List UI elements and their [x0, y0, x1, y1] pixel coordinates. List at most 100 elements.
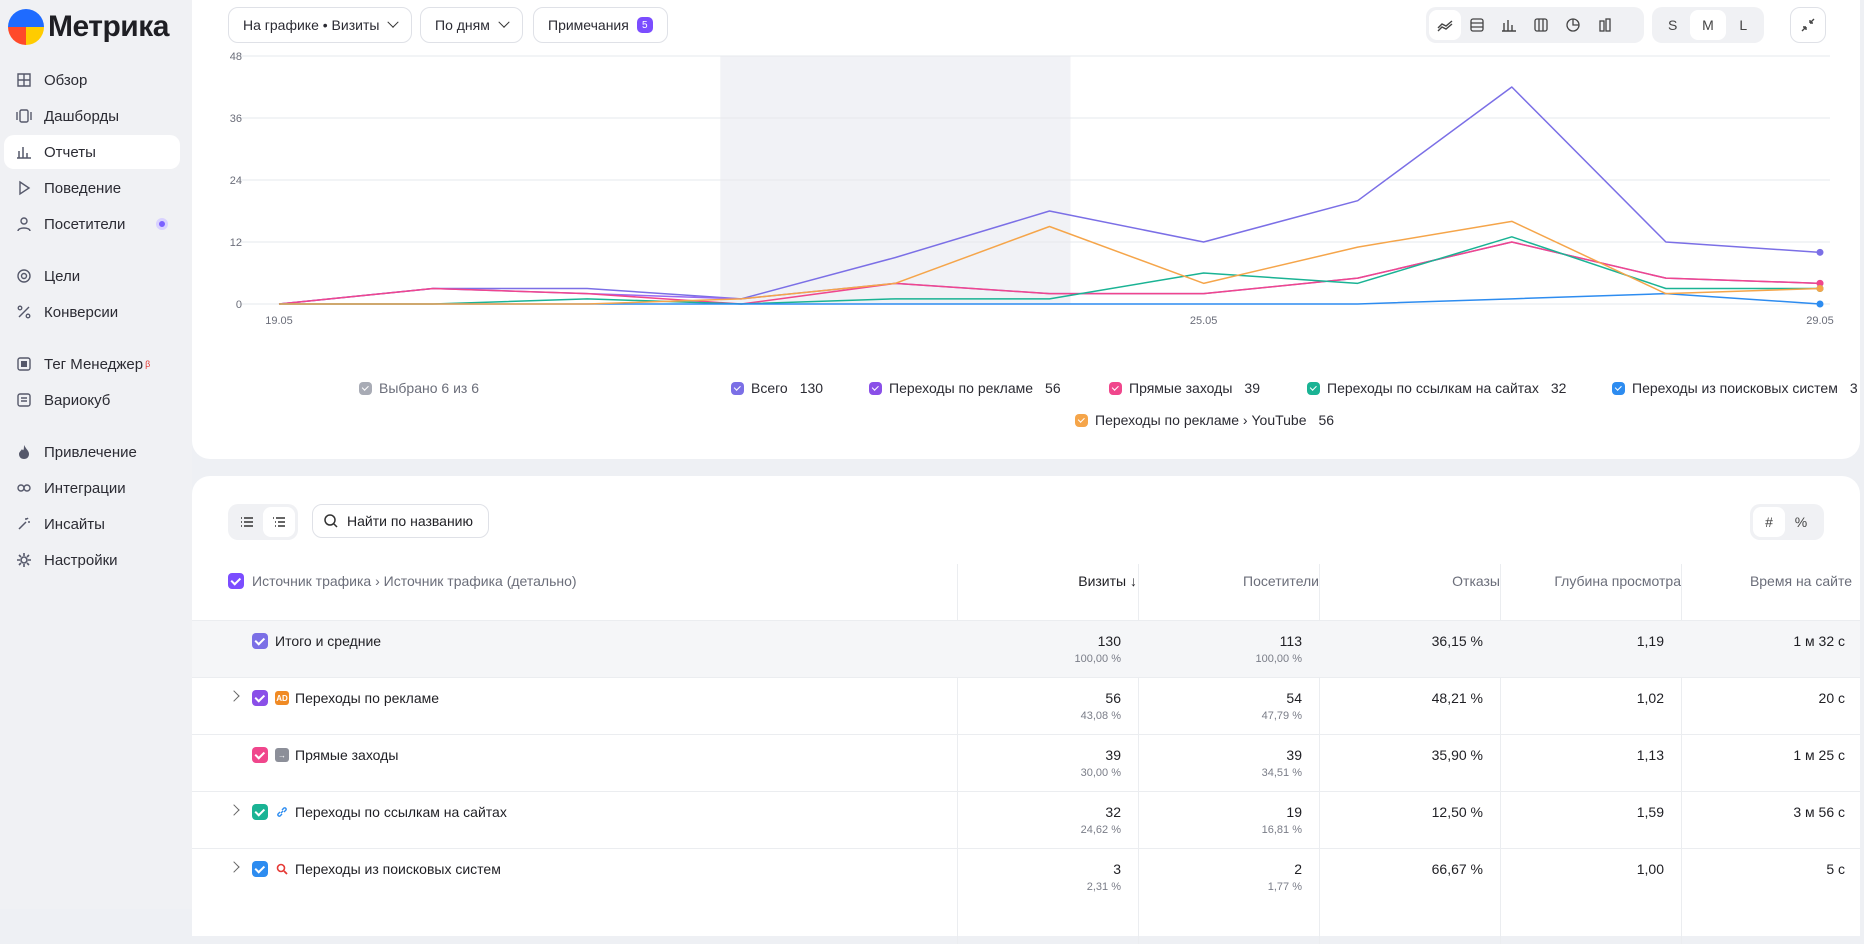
cell-value: 54 — [1286, 690, 1302, 706]
pie-chart-icon[interactable] — [1557, 10, 1589, 40]
row-checkbox[interactable] — [252, 861, 268, 877]
cell-percent: 24,62 % — [1080, 824, 1121, 836]
column-chart-icon[interactable] — [1525, 10, 1557, 40]
tree-list-icon[interactable] — [263, 507, 295, 537]
sidebar-item-11[interactable]: Инсайты — [4, 507, 180, 541]
sidebar-item-6[interactable]: Конверсии — [4, 295, 180, 329]
cell-bounce: 48,21 % — [1323, 690, 1483, 706]
table-row[interactable]: → Прямые заходы 39 30,00 % 39 34,51 % 35,90 % 1… — [192, 734, 1860, 791]
row-checkbox[interactable] — [252, 690, 268, 706]
dimension-header[interactable]: Источник трафика › Источник трафика (дет… — [228, 564, 968, 614]
period-select[interactable]: По дням — [420, 7, 523, 43]
table-row[interactable]: Переходы по ссылкам на сайтах 32 24,62 % 19… — [192, 791, 1860, 848]
bar-chart-icon — [16, 144, 32, 160]
collapse-chart-button[interactable] — [1790, 7, 1826, 43]
column-divider — [1681, 564, 1682, 944]
cell-visits: 32 24,62 % — [961, 804, 1121, 836]
sidebar-item-4[interactable]: Посетители — [4, 207, 180, 241]
column-divider — [1138, 564, 1139, 944]
cell-value: 1,02 — [1636, 690, 1664, 706]
cell-value: 1,19 — [1636, 633, 1664, 649]
row-name: Итого и средние — [252, 633, 381, 649]
cell-visits: 3 2,31 % — [961, 861, 1121, 893]
row-checkbox[interactable] — [252, 804, 268, 820]
column-header-4[interactable]: Время на сайте — [1749, 573, 1852, 589]
sidebar-item-0[interactable]: Обзор — [4, 63, 180, 97]
column-header-0[interactable]: Визиты ↓ — [1078, 573, 1137, 589]
sidebar-item-label: Конверсии — [44, 303, 119, 321]
row-checkbox[interactable] — [252, 633, 268, 649]
bar-chart-icon[interactable] — [1493, 10, 1525, 40]
size-l-button[interactable]: L — [1739, 17, 1748, 33]
metrika-logo-icon — [8, 9, 44, 45]
search-icon — [324, 514, 338, 528]
legend-item-5[interactable]: Переходы по рекламе › YouTube 56 — [1075, 412, 1334, 428]
legend-item-3[interactable]: Переходы по ссылкам на сайтах 32 — [1307, 380, 1566, 396]
table-row[interactable]: AD Переходы по рекламе 56 43,08 % 54 47,79 % 4… — [192, 677, 1860, 734]
totals-row[interactable]: Итого и средние 130 100,00 % 113 100,00 % 36,… — [192, 620, 1860, 677]
sidebar-item-1[interactable]: Дашборды — [4, 99, 180, 133]
column-header-2[interactable]: Отказы — [1452, 573, 1500, 589]
legend-item-2[interactable]: Прямые заходы 39 — [1109, 380, 1260, 396]
notes-button[interactable]: Примечания 5 — [533, 7, 668, 43]
cell-bounce: 35,90 % — [1323, 747, 1483, 763]
table-search-input[interactable]: Найти по названию — [312, 504, 489, 538]
cube-icon — [16, 392, 32, 408]
legend-item-1[interactable]: Переходы по рекламе 56 — [869, 380, 1061, 396]
size-m-button[interactable]: M — [1690, 10, 1726, 40]
sidebar-item-label: Инсайты — [44, 515, 105, 533]
user-icon — [16, 216, 32, 232]
column-header-3[interactable]: Глубина просмотра — [1554, 573, 1681, 589]
column-header-1[interactable]: Посетители — [1243, 573, 1319, 589]
sidebar-item-label: Цели — [44, 267, 81, 285]
flat-list-icon[interactable] — [231, 507, 263, 537]
sidebar-item-label: Поведение — [44, 179, 122, 197]
logo[interactable]: Метрика — [8, 8, 169, 46]
column-divider — [957, 564, 958, 944]
metric-select[interactable]: На графике • Визиты — [228, 7, 413, 43]
chevron-down-icon — [387, 16, 400, 28]
cell-value: 39 — [1105, 747, 1121, 763]
cell-value: 39 — [1286, 747, 1302, 763]
cell-visitors: 39 34,51 % — [1142, 747, 1302, 779]
sparkle-icon — [16, 516, 32, 532]
absolute-values-button[interactable]: # — [1753, 507, 1785, 537]
sidebar-item-label: Обзор — [44, 71, 88, 89]
percent-icon — [16, 304, 32, 320]
collapse-icon — [1801, 18, 1815, 32]
row-checkbox[interactable] — [252, 747, 268, 763]
area-chart-icon[interactable] — [1429, 10, 1461, 40]
chevron-right-icon[interactable] — [228, 861, 240, 873]
legend-item-4[interactable]: Переходы из поисковых систем 3 — [1612, 380, 1858, 396]
report-table-panel: Найти по названию # % Источник трафика ›… — [192, 476, 1860, 944]
table-row[interactable]: Переходы из поисковых систем 3 2,31 % 2 1,77… — [192, 848, 1860, 905]
chevron-right-icon[interactable] — [228, 690, 240, 702]
checkbox-icon — [1612, 381, 1625, 395]
size-s-button[interactable]: S — [1667, 17, 1678, 33]
checkbox-icon — [1307, 381, 1320, 395]
sidebar-item-3[interactable]: Поведение — [4, 171, 180, 205]
stacked-chart-icon[interactable] — [1461, 10, 1493, 40]
select-all-checkbox[interactable] — [228, 573, 244, 589]
plug-icon — [16, 480, 32, 496]
notes-count-badge: 5 — [636, 17, 653, 33]
sidebar-item-10[interactable]: Интеграции — [4, 471, 180, 505]
chevron-down-icon — [498, 16, 510, 28]
sidebar-item-5[interactable]: Цели — [4, 259, 180, 293]
percent-values-button[interactable]: % — [1794, 514, 1808, 530]
sidebar-item-9[interactable]: Привлечение — [4, 435, 180, 469]
sidebar-item-12[interactable]: Настройки — [4, 543, 180, 577]
row-name: → Прямые заходы — [252, 747, 398, 763]
legend-item-0[interactable]: Всего 130 — [731, 380, 823, 396]
sidebar-item-2[interactable]: Отчеты — [4, 135, 180, 169]
legend-selected-count[interactable]: Выбрано 6 из 6 — [359, 380, 479, 396]
x-tick-label: 25.05 — [1190, 315, 1218, 327]
sidebar-item-label: Отчеты — [44, 143, 96, 161]
sidebar-item-8[interactable]: Вариокуб — [4, 383, 180, 417]
sidebar-item-7[interactable]: Тег Менеджер β — [4, 347, 180, 381]
cell-value: 32 — [1105, 804, 1121, 820]
histogram-icon[interactable] — [1589, 10, 1621, 40]
sidebar-item-label: Дашборды — [44, 107, 119, 125]
line-chart[interactable]: 0 12 24 36 48 19.05 25.05 29.05 — [192, 50, 1860, 360]
chevron-right-icon[interactable] — [228, 804, 240, 816]
